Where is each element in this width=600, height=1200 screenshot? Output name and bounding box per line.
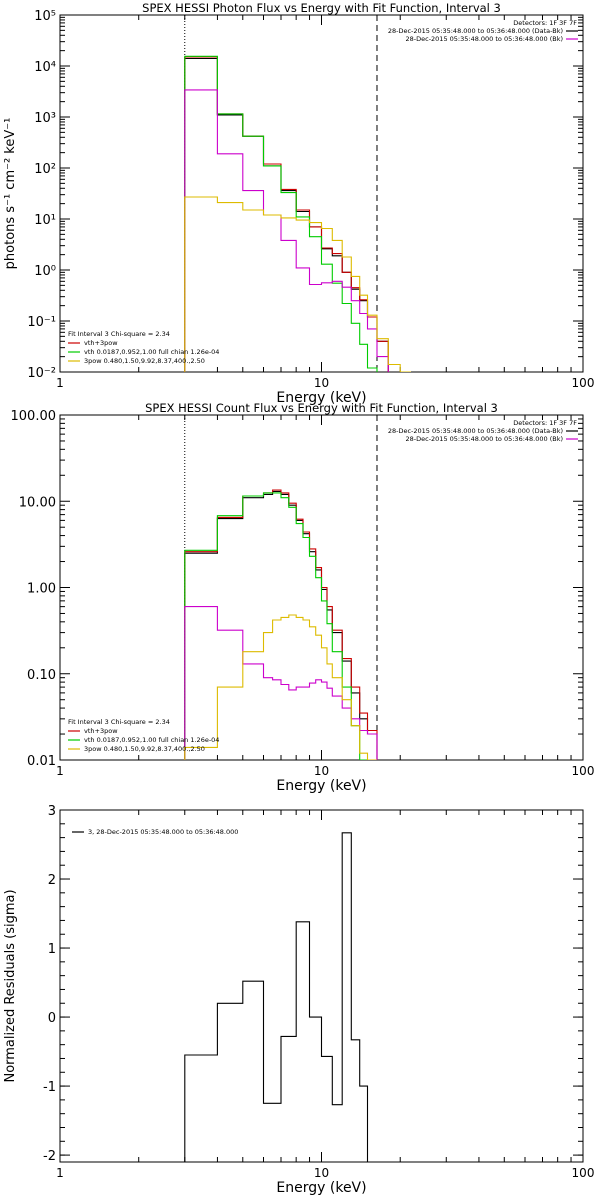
photon-legend-left-text: vth 0.0187,0.952,1.00 full chian 1.26e-0… — [84, 348, 219, 356]
photon-legend-left-title: Fit Interval 3 Chi-square = 2.34 — [68, 330, 170, 338]
photon-y-tick-label: 10⁻¹ — [27, 315, 56, 330]
count-series-4-line — [184, 614, 377, 760]
count-y-tick-label: 0.10 — [27, 668, 56, 683]
photon-title: SPEX HESSI Photon Flux vs Energy with Fi… — [142, 1, 501, 15]
resid-y-tick-label: 3 — [48, 804, 56, 819]
photon-x-axis-label: Energy (keV) — [276, 390, 366, 406]
count-legend-left-title: Fit Interval 3 Chi-square = 2.34 — [68, 718, 170, 726]
photon-y-axis-label: photons s⁻¹ cm⁻² keV⁻¹ — [3, 118, 18, 270]
count-y-tick-label: 0.01 — [27, 754, 56, 769]
residuals-chart: 1 10 100 Energy (keV) -2 -1 0 1 2 3 Normalized Res… — [3, 804, 594, 1196]
count-y-tick-label: 1.00 — [27, 582, 56, 597]
photon-y-tick-label: 10⁰ — [34, 264, 56, 279]
count-legend-right-text: Detectors: 1F 3F 7F — [513, 419, 577, 427]
count-title: SPEX HESSI Count Flux vs Energy with Fit… — [145, 401, 498, 415]
resid-x-tick-label: 10 — [314, 1166, 329, 1180]
count-series-group — [184, 489, 378, 760]
photon-series-2-line — [184, 55, 378, 372]
resid-plot-frame — [59, 809, 584, 1163]
photon-series-group — [184, 55, 411, 372]
count-legend-left-text: 3pow 0.480,1.50,9.92,8.37,400.,2.50 — [84, 745, 205, 753]
count-series-1-line — [184, 489, 378, 760]
photon-legend-right-text: 28-Dec-2015 05:35:48.000 to 05:36:48.000… — [406, 35, 564, 43]
photon-y-tick-label: 10⁻² — [27, 366, 56, 381]
resid-y-tick-label: -1 — [43, 1080, 56, 1095]
photon-series-1-line — [184, 56, 389, 372]
photon-series-4-line — [184, 196, 411, 372]
count-legend-left-text: vth+3pow — [84, 727, 118, 735]
photon-legend-right-text: Detectors: 1F 3F 7F — [513, 19, 577, 27]
photon-legend-right-text: 28-Dec-2015 05:35:48.000 to 05:36:48.000… — [388, 27, 563, 35]
photon-flux-chart: SPEX HESSI Photon Flux vs Energy with Fi… — [3, 1, 594, 406]
count-flux-chart: SPEX HESSI Count Flux vs Energy with Fit… — [11, 401, 595, 794]
count-legend-right-text: 28-Dec-2015 05:35:48.000 to 05:36:48.000… — [406, 435, 564, 443]
photon-x-tick-label: 10 — [314, 376, 329, 390]
count-y-tick-label: 10.00 — [19, 495, 56, 510]
count-legend-left-text: vth 0.0187,0.952,1.00 full chian 1.26e-0… — [84, 736, 219, 744]
photon-y-tick-label: 10³ — [34, 111, 56, 126]
photon-legend-left-text: vth+3pow — [84, 339, 118, 347]
photon-series-3-line — [184, 89, 389, 372]
resid-series-0-line — [184, 832, 369, 1162]
photon-y-tick-label: 10² — [34, 162, 56, 177]
count-series-2-line — [184, 492, 377, 760]
resid-x-tick-label: 100 — [572, 1166, 595, 1180]
resid-y-axis-label: Normalized Residuals (sigma) — [3, 889, 18, 1082]
resid-y-tick-label: 1 — [48, 942, 56, 957]
photon-y-tick-label: 10⁵ — [34, 9, 56, 24]
resid-x-tick-label: 1 — [56, 1166, 64, 1180]
photon-series-0-line — [184, 57, 389, 372]
photon-y-tick-label: 10⁴ — [34, 60, 56, 75]
resid-y-tick-label: -2 — [43, 1149, 56, 1164]
count-legend-right-text: 28-Dec-2015 05:35:48.000 to 05:36:48.000… — [388, 427, 563, 435]
count-x-axis-label: Energy (keV) — [276, 778, 366, 794]
count-y-tick-label: 100.00 — [11, 409, 57, 424]
resid-x-axis-label: Energy (keV) — [276, 1180, 366, 1196]
photon-plot-frame — [59, 14, 584, 373]
photon-x-tick-label: 1 — [56, 376, 64, 390]
resid-legend-left-text: 3, 28-Dec-2015 05:35:48.000 to 05:36:48.… — [88, 828, 238, 836]
photon-x-tick-label: 100 — [572, 376, 595, 390]
resid-y-tick-label: 2 — [48, 873, 56, 888]
photon-legend-left-text: 3pow 0.480,1.50,9.92,8.37,400.,2.50 — [84, 357, 205, 365]
photon-y-tick-label: 10¹ — [34, 213, 56, 228]
resid-series-group — [184, 832, 369, 1162]
count-series-0-line — [184, 490, 378, 760]
count-x-tick-label: 10 — [314, 764, 329, 778]
count-x-tick-label: 1 — [56, 764, 64, 778]
resid-y-tick-label: 0 — [48, 1011, 56, 1026]
count-x-tick-label: 100 — [572, 764, 595, 778]
